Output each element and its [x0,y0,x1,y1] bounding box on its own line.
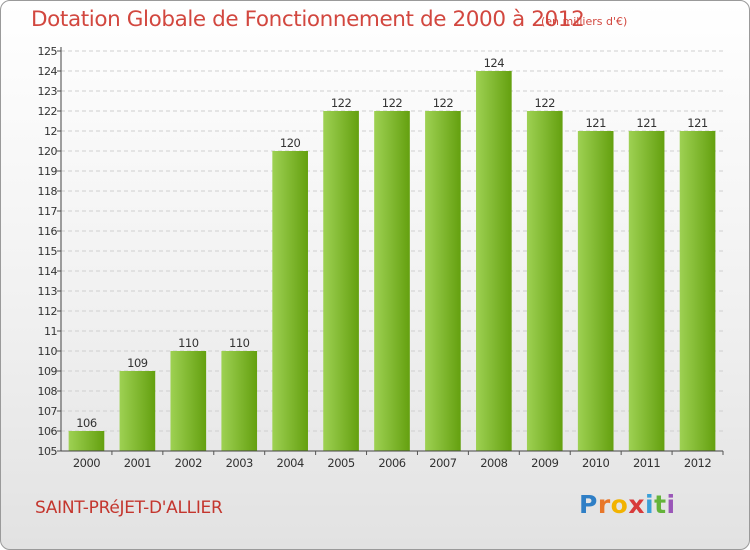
data-label: 121 [687,116,708,130]
x-tick-label: 2001 [124,456,151,470]
bar [577,131,614,451]
bar [170,351,207,451]
data-label: 121 [636,116,657,130]
y-tick-label: 123 [38,85,58,98]
y-tick-label: 109 [38,365,58,378]
x-tick-label: 2006 [378,456,405,470]
data-label: 122 [535,96,556,110]
data-label: 121 [585,116,606,130]
data-label: 124 [484,56,505,70]
y-tick-label: 12 [44,125,57,138]
logo-letter: o [610,490,629,519]
y-tick-label: 114 [38,265,58,278]
logo-letter: P [579,490,598,519]
data-label: 110 [229,336,250,350]
y-tick-label: 115 [38,245,58,258]
y-tick-label: 107 [38,405,58,418]
axes [60,47,723,452]
data-label: 109 [127,356,148,370]
value-labels: 106 109 110 110 120 122 122 122 124 122 121 121 121 [76,56,708,430]
x-tick-labels: 2000 2001 2002 2003 2004 2005 2006 2007 2008 2009… [73,451,724,470]
bar [68,431,105,451]
data-label: 122 [382,96,403,110]
bar [628,131,665,451]
logo-letter: r [597,490,611,519]
x-tick-label: 2002 [175,456,202,470]
y-tick-label: 11 [44,325,57,338]
y-tick-label: 125 [38,45,58,58]
data-label: 120 [280,136,301,150]
bar [679,131,716,451]
y-tick-label: 105 [38,445,58,458]
bars [68,71,716,451]
chart-title: Dotation Globale de Fonctionnement de 20… [31,7,585,32]
logo-letter: i [666,490,676,519]
bar [476,71,512,451]
x-tick-label: 2000 [73,456,100,470]
data-label: 122 [433,96,454,110]
y-tick-label: 119 [38,165,58,178]
bar [374,111,410,451]
commune-name: SAINT-PRéJET-D'ALLIER [35,498,223,518]
bar [119,371,156,451]
bar [323,111,359,451]
data-label: 106 [76,416,97,430]
proxiti-logo: Proxiti [579,490,676,519]
data-label: 122 [331,96,352,110]
bar [425,111,461,451]
y-tick-label: 120 [38,145,58,158]
y-tick-label: 110 [38,345,58,358]
logo-letter: i [645,490,655,519]
y-tick-label: 108 [38,385,58,398]
x-tick-label: 2009 [531,456,558,470]
bar [526,111,563,451]
y-tick-label: 116 [38,225,58,238]
data-label: 110 [178,336,199,350]
y-tick-label: 117 [38,205,58,218]
unit-note: (en milliers d'€) [541,15,628,28]
x-tick-label: 2011 [633,456,660,470]
y-tick-label: 106 [38,425,58,438]
y-tick-label: 124 [38,65,58,78]
logo-letter: x [628,490,645,519]
x-tick-label: 2010 [582,456,609,470]
x-tick-label: 2012 [684,456,711,470]
y-tick-label: 122 [38,105,58,118]
x-tick-label: 2005 [327,456,354,470]
x-tick-label: 2008 [480,456,507,470]
bar [221,351,258,451]
y-tick-label: 112 [38,305,58,318]
x-tick-label: 2007 [429,456,456,470]
logo-letter: t [654,490,667,519]
x-tick-label: 2003 [226,456,253,470]
x-tick-label: 2004 [277,456,304,470]
bar [272,151,308,451]
y-tick-labels: 105 106 107 108 109 110 11 112 113 114 115 116 117 11… [38,45,58,458]
y-tick-label: 118 [38,185,58,198]
y-tick-label: 113 [38,285,58,298]
